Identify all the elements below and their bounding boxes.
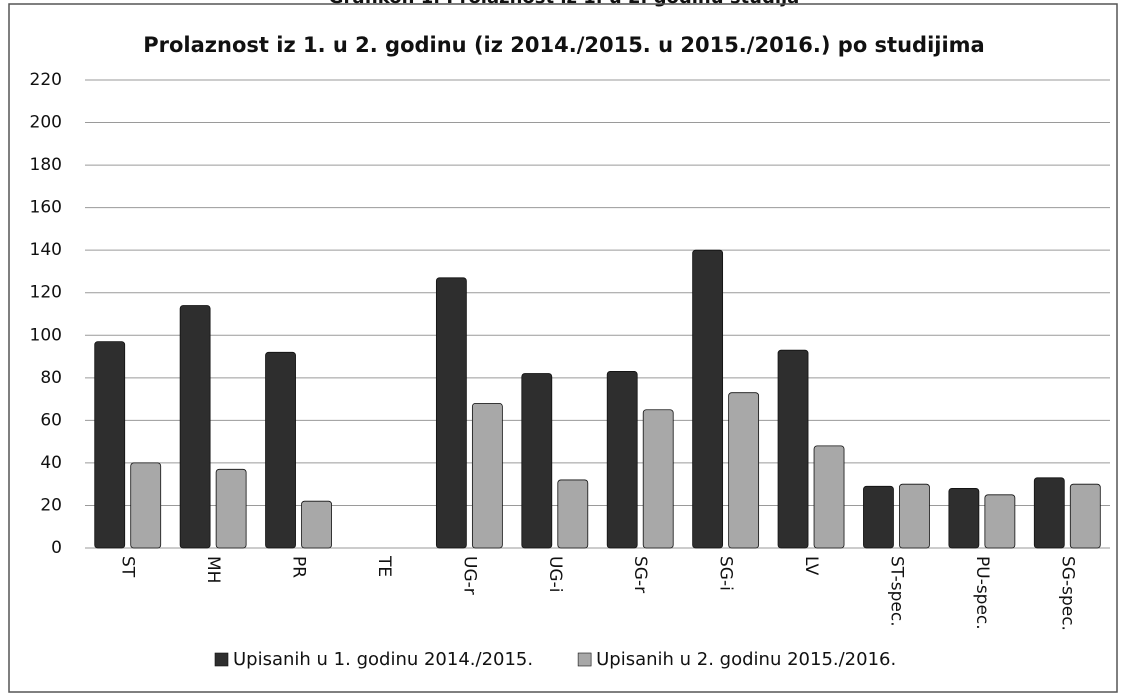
legend-label: Upisanih u 1. godinu 2014./2015. [233, 649, 533, 670]
legend-swatch [214, 652, 229, 667]
legend-swatch [577, 652, 592, 667]
frame [8, 3, 1118, 693]
bar [728, 392, 760, 549]
y-tick-label: 120 [30, 283, 62, 303]
bar [863, 485, 894, 549]
y-tick-label: 140 [30, 240, 62, 260]
y-tick-label: 220 [30, 70, 62, 90]
bar [130, 462, 162, 549]
x-tick-label: SG-spec. [1057, 556, 1077, 631]
x-tick-label: PR [289, 556, 309, 578]
bar [301, 500, 332, 549]
y-tick-label: 0 [51, 538, 62, 558]
bar [606, 371, 638, 549]
x-tick-label: SG-i [716, 556, 736, 591]
y-tick-label: 60 [40, 410, 62, 430]
bar [265, 351, 296, 549]
y-tick-label: 160 [30, 198, 62, 218]
y-tick-label: 200 [30, 113, 62, 133]
y-tick-label: 100 [30, 325, 62, 345]
legend-label: Upisanih u 2. godinu 2015./2016. [596, 649, 896, 670]
chart-title: Prolaznost iz 1. u 2. godinu (iz 2014./2… [143, 33, 984, 57]
y-tick-label: 40 [40, 453, 62, 473]
y-tick-label: 80 [40, 368, 62, 388]
bar [215, 468, 247, 549]
x-tick-label: PU-spec. [972, 556, 992, 630]
x-tick-label: SG-r [630, 556, 650, 593]
bar [521, 373, 553, 549]
bar [1069, 483, 1101, 549]
bar [1033, 477, 1065, 549]
bar [179, 305, 211, 549]
x-tick-label: TE [374, 555, 394, 577]
bar [557, 479, 589, 549]
x-tick-label: UG-r [459, 556, 479, 595]
bar [435, 277, 467, 549]
y-tick-label: 180 [30, 155, 62, 175]
x-tick-label: ST [118, 556, 138, 578]
y-tick-label: 20 [40, 495, 62, 515]
bar [471, 402, 503, 549]
bar [899, 483, 930, 549]
bar [94, 341, 126, 549]
bar [692, 249, 724, 549]
x-tick-label: MH [203, 556, 223, 583]
x-tick-label: ST-spec. [886, 556, 906, 627]
bar [642, 409, 674, 549]
x-tick-label: LV [801, 556, 821, 576]
bar [948, 488, 980, 549]
bar [777, 349, 809, 549]
bar [984, 494, 1016, 549]
x-tick-label: UG-i [545, 556, 565, 592]
bar [813, 445, 845, 549]
